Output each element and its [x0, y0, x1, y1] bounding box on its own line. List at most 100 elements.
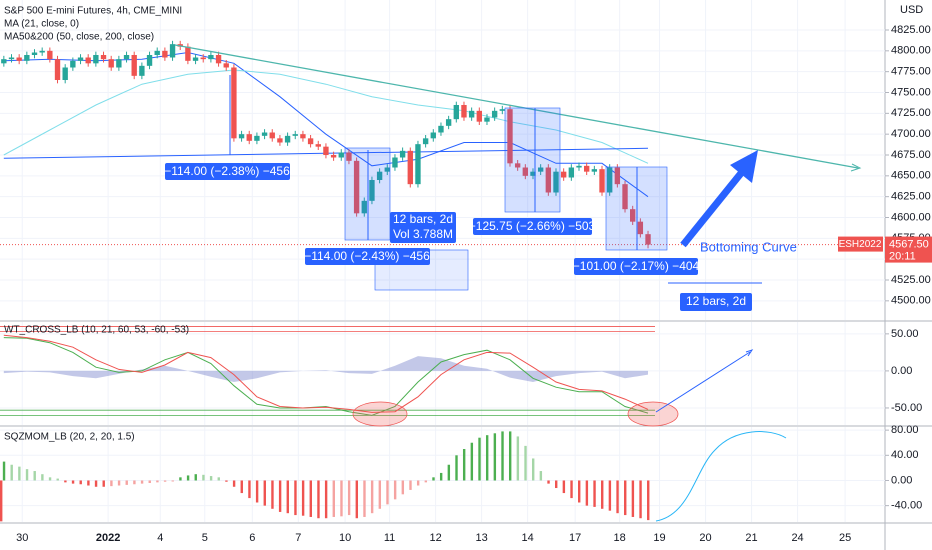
currency: USD [900, 4, 923, 16]
momentum-bar [33, 471, 36, 481]
y-tick-label: 4625.00 [891, 191, 931, 203]
x-tick-label: 18 [614, 532, 626, 544]
x-tick-label: 11 [384, 532, 395, 544]
x-tick-label: 24 [791, 532, 803, 544]
candle-body [468, 110, 475, 118]
momentum-bar [248, 480, 251, 499]
momentum-bar [324, 480, 328, 519]
candle-body [16, 57, 22, 61]
momentum-bar [455, 455, 458, 481]
price-box [885, 236, 932, 263]
y-tick-label: 4500.00 [891, 295, 931, 307]
momentum-bar [232, 480, 236, 487]
momentum-bar [332, 480, 336, 517]
candle-body [522, 167, 529, 176]
countdown-label: 20:11 [889, 250, 916, 262]
candle-body [530, 171, 536, 176]
momentum-bar [393, 480, 397, 500]
momentum-bar [87, 480, 90, 486]
candle-body [31, 52, 38, 55]
x-tick-label: 13 [475, 532, 487, 544]
y-tick-label: 4600.00 [891, 211, 931, 223]
candle-body [499, 109, 506, 111]
candle-body [246, 134, 252, 141]
annotation: −114.00 (−2.38%) −456 [164, 164, 290, 178]
candle-body [514, 163, 521, 168]
candle-body [353, 160, 360, 214]
candle-body [169, 44, 176, 58]
y-tick-label: 4525.00 [891, 274, 931, 286]
y-tick-label: -40.00 [891, 500, 922, 512]
candle-body [70, 60, 76, 68]
momentum-bar [485, 435, 489, 481]
momentum-bar [508, 431, 512, 481]
momentum-bar [593, 480, 596, 507]
indicator-title: WT_CROSS_LB (10, 21, 60, 53, -60, -53) [4, 325, 189, 336]
momentum-bar [301, 480, 305, 516]
candle-body [93, 55, 99, 64]
label-box [305, 248, 430, 265]
candle-body [553, 171, 559, 193]
wt-line [3, 334, 649, 413]
candle-body [192, 57, 199, 61]
candle-body [599, 169, 605, 193]
annotation: −101.00 (−2.17%) −404 [573, 259, 700, 273]
x-tick-label: 17 [569, 532, 581, 544]
momentum-bar [631, 480, 635, 517]
projection-curve [655, 431, 787, 522]
candle-body [369, 180, 375, 201]
candle-body [476, 110, 482, 122]
momentum-bar [424, 480, 428, 483]
y-tick-label: 0.00 [891, 365, 912, 377]
candle-body [254, 135, 260, 141]
candle-body [123, 55, 130, 60]
annotation: Bottoming Curve [700, 239, 797, 254]
momentum-bar [386, 480, 389, 505]
momentum-bar [209, 476, 213, 481]
momentum-bar [555, 480, 558, 489]
price-label: 4567.50 [889, 238, 929, 250]
momentum-bar [110, 480, 113, 487]
measure-box [504, 107, 561, 213]
symbol-label: ESH2022 [839, 239, 882, 250]
candle-body [491, 110, 498, 118]
momentum-bar [140, 480, 144, 484]
candle-body [208, 55, 214, 60]
momentum-bar [25, 469, 29, 481]
momentum-bar [608, 480, 612, 511]
momentum-bar [240, 480, 243, 494]
momentum-bar [432, 477, 435, 481]
candle-body [108, 59, 114, 68]
candle-body [591, 169, 598, 172]
candle-body [315, 144, 321, 147]
candle-body [277, 138, 283, 143]
y-tick-label: -50.00 [891, 402, 922, 414]
momentum-bar [585, 480, 589, 506]
candle-body [77, 57, 84, 61]
label-box [680, 293, 752, 311]
momentum-bar [439, 472, 443, 481]
candle-body [461, 105, 467, 118]
momentum-bar [263, 480, 266, 506]
candle-body [614, 167, 621, 185]
momentum-bar [601, 480, 604, 509]
x-tick-label: 19 [653, 532, 665, 544]
candle-body [384, 167, 390, 172]
indicator-title: SQZMOM_LB (20, 2, 20, 1.5) [4, 432, 135, 443]
annotation: Vol 3.788M [393, 227, 453, 241]
candle-body [622, 184, 628, 210]
candle-body [407, 150, 413, 185]
label-box [390, 212, 456, 243]
momentum-bar [10, 464, 13, 481]
annotation: −114.00 (−2.43%) −456 [304, 249, 430, 263]
momentum-bar [225, 480, 228, 482]
momentum-bar [647, 480, 650, 521]
drawings: −114.00 (−2.38%) −456 12 bars, 2d Vol 3.… [164, 44, 862, 522]
momentum-bar [286, 480, 289, 514]
momentum-bar [202, 474, 205, 481]
momentum-bar [71, 480, 75, 484]
momentum-bar [148, 480, 151, 483]
momentum-bar [347, 480, 351, 516]
momentum-bar [570, 480, 573, 499]
